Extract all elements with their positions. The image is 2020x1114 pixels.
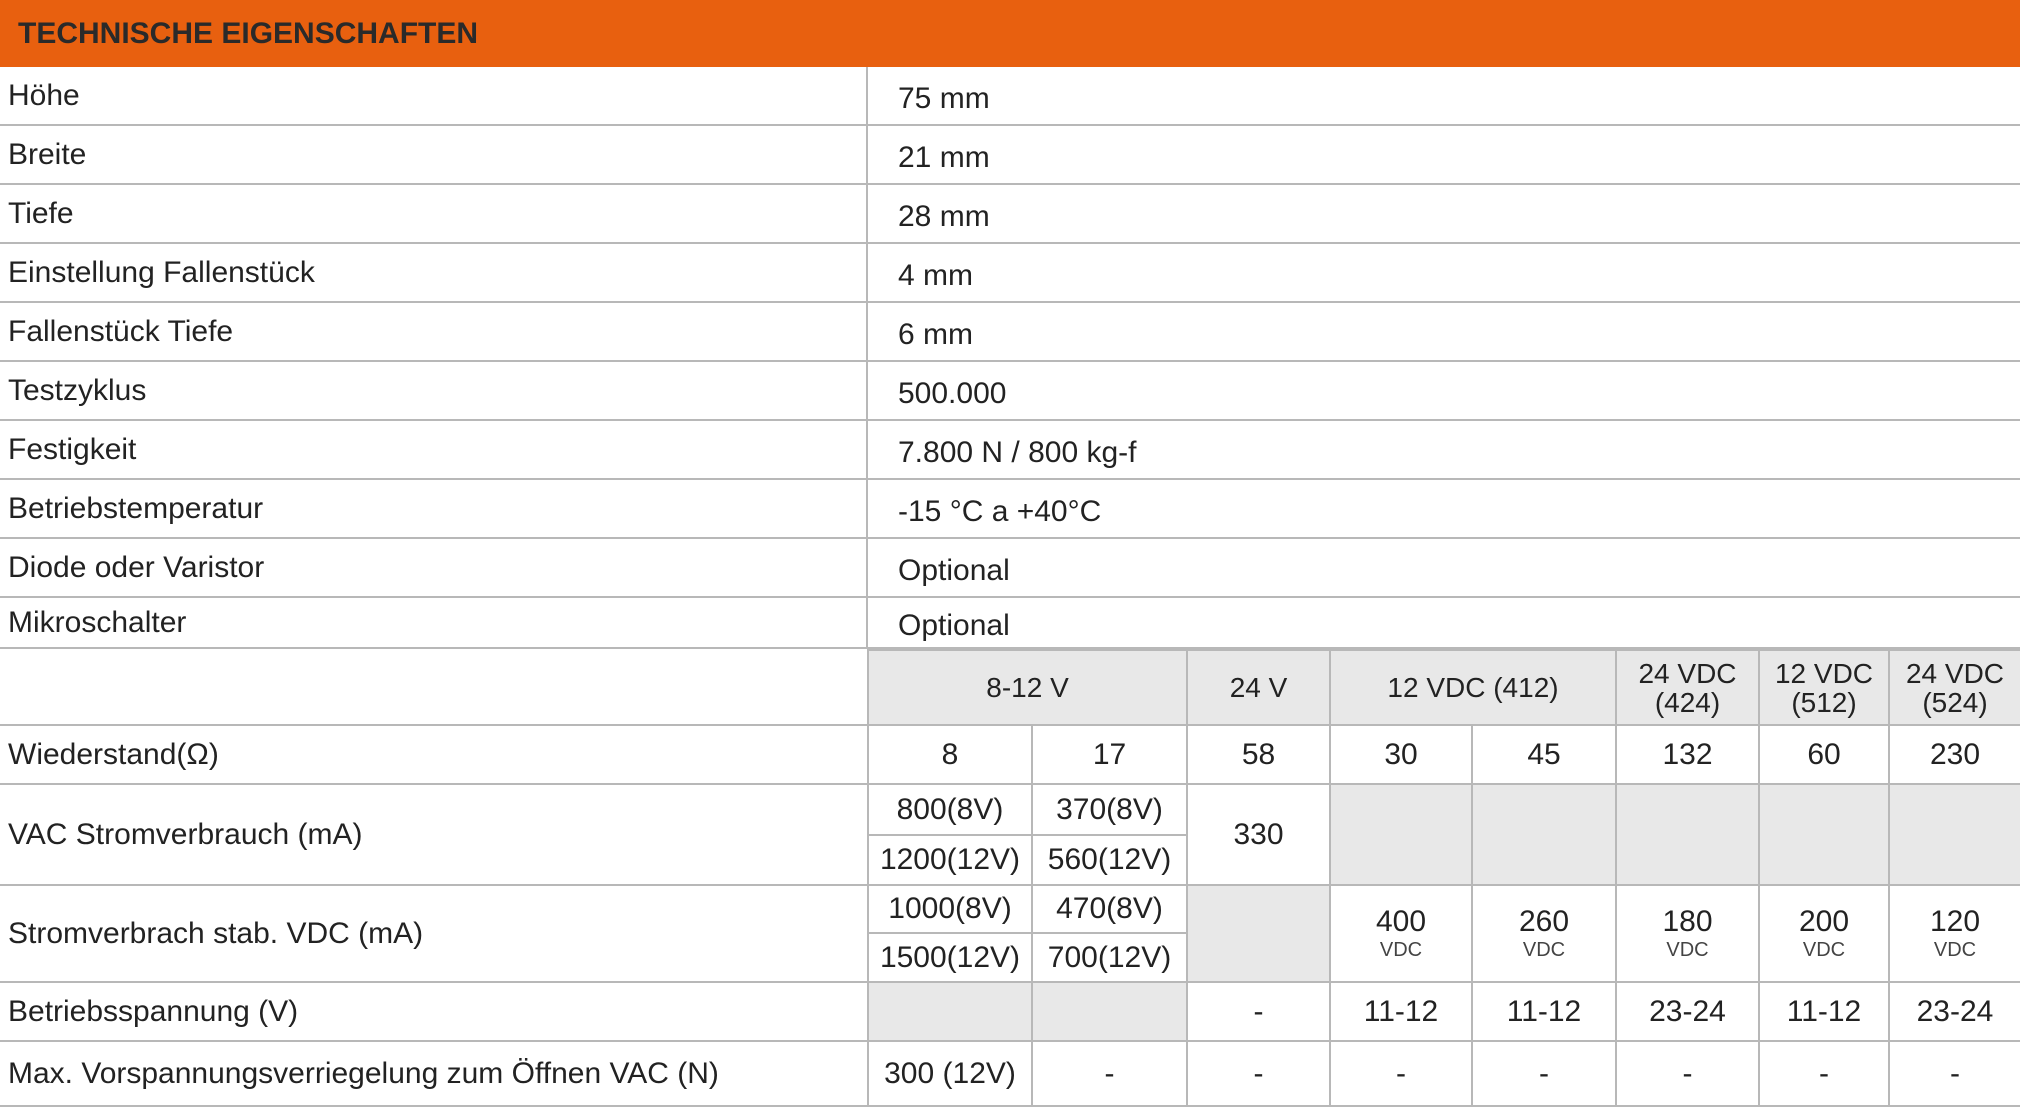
- cell: 30: [1329, 724, 1473, 785]
- spec-label: Breite: [0, 126, 868, 183]
- cell-value: 260: [1518, 905, 1570, 938]
- cell: 560(12V): [1031, 834, 1187, 886]
- cell: 200 VDC: [1758, 884, 1890, 983]
- spec-label: Höhe: [0, 67, 868, 124]
- cell: 180 VDC: [1615, 884, 1760, 983]
- table-row: 1200(12V) 560(12V): [0, 834, 2020, 886]
- spec-value: Optional: [898, 553, 1010, 587]
- cell: 260 VDC: [1471, 884, 1617, 983]
- cell: 230: [1888, 724, 2020, 785]
- cell: 58: [1186, 724, 1331, 785]
- cell: 470(8V): [1031, 884, 1188, 934]
- spec-label: Tiefe: [0, 185, 868, 242]
- spec-value: 75 mm: [898, 81, 990, 115]
- row-label: Wiederstand(Ω): [0, 724, 869, 785]
- col-header: 24 VDC (424): [1615, 649, 1760, 726]
- spec-label: Festigkeit: [0, 421, 868, 478]
- cell: 60: [1758, 724, 1890, 785]
- table-row: Betriebsspannung (V) -11-12 11-12 23-24 11-…: [0, 981, 2020, 1042]
- spec-value: 500.000: [898, 376, 1007, 410]
- col-header: 24 V: [1186, 649, 1331, 726]
- cell: 1200(12V): [867, 834, 1033, 886]
- spec-value: 4 mm: [898, 258, 973, 292]
- spec-label: Betriebstemperatur: [0, 480, 868, 537]
- cell: 8: [867, 724, 1033, 785]
- cell-unit: VDC: [1802, 939, 1846, 961]
- cell: -: [1186, 1040, 1331, 1107]
- cell: -: [1615, 1040, 1760, 1107]
- spec-row: Einstellung Fallenstück 4 mm: [0, 244, 2020, 303]
- cell: 330: [1186, 783, 1331, 886]
- cell: 1000(8V): [867, 884, 1033, 934]
- cell: 11-12: [1471, 981, 1617, 1042]
- spec-value: 7.800 N / 800 kg-f: [898, 435, 1137, 469]
- spec-list: Höhe 75 mm Breite 21 mm Tiefe 28 mm Einstellun…: [0, 67, 2020, 649]
- table-header-row: 8-12 V 24 V 12 VDC (412) 24 VDC (424) 12 …: [0, 649, 2020, 726]
- row-label: Betriebsspannung (V): [0, 981, 869, 1042]
- cell: 800(8V): [867, 783, 1033, 836]
- table-row: VAC Stromverbrauch (mA) 800(8V) 370(8V) …: [0, 783, 2020, 886]
- table-row: Stromverbrach stab. VDC (mA) 1000(8V) 47…: [0, 884, 2020, 983]
- cell-value: 200: [1798, 905, 1850, 938]
- cell: 45: [1471, 724, 1617, 785]
- cell: 300 (12V): [867, 1040, 1033, 1107]
- spec-value: 28 mm: [898, 199, 990, 233]
- table-row: 1500(12V) 700(12V): [0, 932, 2020, 983]
- cell: 17: [1031, 724, 1188, 785]
- spec-value: 21 mm: [898, 140, 990, 174]
- cell: -: [1758, 1040, 1890, 1107]
- spec-row: Breite 21 mm: [0, 126, 2020, 185]
- cell: 23-24: [1615, 981, 1760, 1042]
- spec-value: -15 °C a +40°C: [898, 494, 1102, 528]
- cell: 700(12V): [1031, 932, 1187, 983]
- spec-label: Testzyklus: [0, 362, 868, 419]
- cell-unit: VDC: [1933, 939, 1977, 961]
- spec-value: Optional: [898, 608, 1010, 642]
- spec-row: Tiefe 28 mm: [0, 185, 2020, 244]
- spec-row: Betriebstemperatur -15 °C a +40°C: [0, 480, 2020, 539]
- row-label: VAC Stromverbrauch (mA): [0, 783, 869, 886]
- cell: 370(8V): [1031, 783, 1188, 836]
- cell-unit: VDC: [1379, 939, 1423, 961]
- cell: 11-12: [1329, 981, 1473, 1042]
- col-header: 8-12 V: [867, 649, 1188, 726]
- cell: 11-12: [1758, 981, 1890, 1042]
- section-title: TECHNISCHE EIGENSCHAFTEN: [18, 16, 479, 50]
- spec-row: Fallenstück Tiefe 6 mm: [0, 303, 2020, 362]
- cell: -: [1888, 1040, 2020, 1107]
- cell-unit: VDC: [1522, 939, 1566, 961]
- spec-row: Diode oder Varistor Optional: [0, 539, 2020, 598]
- row-label: Max. Vorspannungsverriegelung zum Öffnen…: [0, 1040, 869, 1107]
- spec-label: Mikroschalter: [0, 598, 868, 647]
- cell: 132: [1615, 724, 1760, 785]
- row-label: Stromverbrach stab. VDC (mA): [0, 884, 869, 983]
- cell: -: [1186, 981, 1331, 1042]
- cell: 1500(12V): [867, 932, 1033, 983]
- col-header: 12 VDC (412): [1329, 649, 1617, 726]
- spec-row: Testzyklus 500.000: [0, 362, 2020, 421]
- table-row: Max. Vorspannungsverriegelung zum Öffnen…: [0, 1040, 2020, 1107]
- cell: -: [1471, 1040, 1617, 1107]
- spec-label: Einstellung Fallenstück: [0, 244, 868, 301]
- cell: -: [1031, 1040, 1188, 1107]
- cell: 23-24: [1888, 981, 2020, 1042]
- cell-unit: VDC: [1666, 939, 1709, 961]
- cell-value: 400: [1375, 905, 1427, 938]
- table-row: Wiederstand(Ω) 8 17 58 30 45 132 60 230: [0, 724, 2020, 785]
- section-header: TECHNISCHE EIGENSCHAFTEN: [0, 0, 2020, 67]
- spec-label: Diode oder Varistor: [0, 539, 868, 596]
- cell-value: 120: [1929, 905, 1981, 938]
- col-header: 24 VDC (524): [1888, 649, 2020, 726]
- spec-value: 6 mm: [898, 317, 973, 351]
- cell: 400 VDC: [1329, 884, 1473, 983]
- spec-row: Festigkeit 7.800 N / 800 kg-f: [0, 421, 2020, 480]
- spec-row: Mikroschalter Optional: [0, 598, 2020, 649]
- spec-row: Höhe 75 mm: [0, 67, 2020, 126]
- voltage-table: 8-12 V 24 V 12 VDC (412) 24 VDC (424) 12 …: [0, 649, 2020, 1107]
- spec-label: Fallenstück Tiefe: [0, 303, 868, 360]
- cell: -: [1329, 1040, 1473, 1107]
- cell: 120 VDC: [1888, 884, 2020, 983]
- cell-value: 180: [1662, 905, 1713, 938]
- col-header: 12 VDC (512): [1758, 649, 1890, 726]
